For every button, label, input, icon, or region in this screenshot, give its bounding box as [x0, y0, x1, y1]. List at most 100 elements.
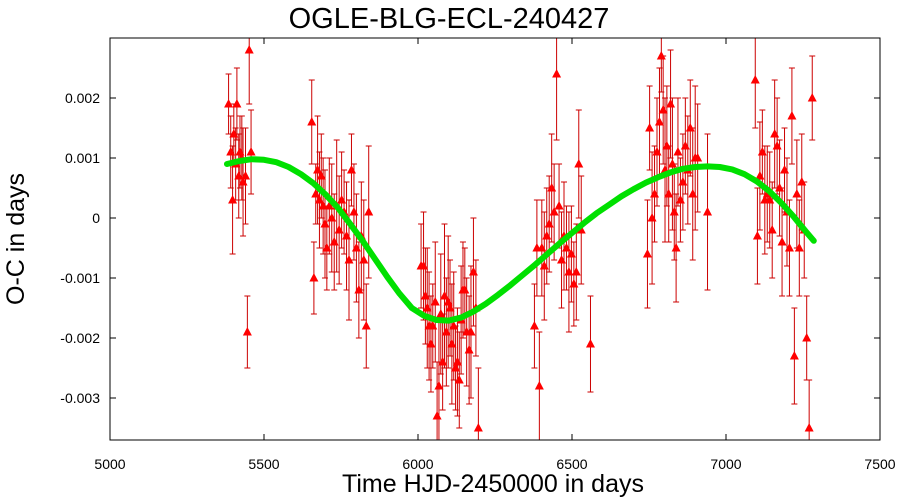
- data-point-marker: [452, 357, 462, 366]
- data-point-marker: [772, 141, 782, 150]
- data-point-marker: [566, 249, 576, 258]
- data-point-marker: [327, 213, 337, 222]
- fit-curve: [224, 156, 817, 324]
- data-point-marker: [344, 255, 354, 264]
- data-point-marker: [642, 249, 652, 258]
- data-point-marker: [235, 147, 245, 156]
- data-point-marker: [318, 201, 328, 210]
- data-point-marker: [228, 195, 238, 204]
- data-point-marker: [671, 243, 681, 252]
- data-point-marker: [576, 225, 586, 234]
- data-point-marker: [539, 261, 549, 270]
- data-point-marker: [420, 291, 430, 300]
- data-point-marker: [775, 183, 785, 192]
- data-point-marker: [658, 105, 668, 114]
- data-point-marker: [752, 231, 762, 240]
- data-point-marker: [797, 177, 807, 186]
- data-point-marker: [445, 303, 455, 312]
- data-point-marker: [342, 231, 352, 240]
- data-point-marker: [313, 165, 323, 174]
- data-point-marker: [780, 165, 790, 174]
- data-point-marker: [422, 303, 432, 312]
- data-point-marker: [419, 261, 429, 270]
- data-point-marker: [460, 285, 470, 294]
- data-point-marker: [351, 243, 361, 252]
- data-point-marker: [662, 141, 672, 150]
- data-point-marker: [246, 147, 256, 156]
- data-point-marker: [241, 171, 251, 180]
- data-point-marker: [428, 321, 438, 330]
- data-point-marker: [680, 141, 690, 150]
- data-point-marker: [529, 321, 539, 330]
- y-tick-label: 0: [92, 210, 100, 226]
- x-axis-label: Time HJD-2450000 in days: [342, 470, 644, 498]
- data-point-marker: [693, 153, 703, 162]
- data-point-marker: [755, 171, 765, 180]
- data-point-marker: [329, 237, 339, 246]
- data-point-marker: [654, 117, 664, 126]
- data-point-marker: [807, 93, 817, 102]
- data-point-marker: [473, 423, 483, 432]
- data-point-marker: [542, 231, 552, 240]
- data-point-marker: [564, 267, 574, 276]
- data-point-marker: [244, 45, 254, 54]
- data-point-marker: [656, 51, 666, 60]
- y-tick-label: -0.003: [60, 390, 100, 406]
- data-point-marker: [666, 99, 676, 108]
- data-point-marker: [454, 375, 464, 384]
- data-point-marker: [585, 339, 595, 348]
- x-tick-label: 5000: [94, 456, 125, 472]
- data-point-marker: [226, 147, 236, 156]
- data-point-marker: [234, 171, 244, 180]
- data-point-marker: [552, 69, 562, 78]
- data-point-marker: [316, 171, 326, 180]
- x-tick-label: 6000: [402, 456, 433, 472]
- data-point-marker: [432, 411, 442, 420]
- data-point-marker: [534, 381, 544, 390]
- data-point-marker: [320, 219, 330, 228]
- y-axis-ticks: -0.003 -0.002 -0.001 0 0.001 0.002: [60, 90, 880, 406]
- data-point-marker: [765, 195, 775, 204]
- data-point-marker: [466, 327, 476, 336]
- plot-area: [224, 38, 817, 440]
- data-point-marker: [675, 195, 685, 204]
- data-point-marker: [537, 243, 547, 252]
- data-point-marker: [337, 195, 347, 204]
- data-point-marker: [802, 333, 812, 342]
- data-point-marker: [324, 201, 334, 210]
- x-tick-label: 5500: [248, 456, 279, 472]
- data-point-marker: [667, 159, 677, 168]
- data-point-marker: [664, 189, 674, 198]
- data-point-marker: [468, 267, 478, 276]
- data-point-marker: [438, 357, 448, 366]
- data-point-marker: [673, 147, 683, 156]
- data-markers: [224, 45, 817, 432]
- data-point-marker: [569, 279, 579, 288]
- data-point-marker: [238, 177, 248, 186]
- x-axis-ticks: 5000 5500 6000 6500 7000 7500: [94, 38, 896, 472]
- y-tick-label: -0.002: [60, 330, 100, 346]
- data-point-marker: [767, 225, 777, 234]
- error-bars: [225, 38, 816, 440]
- data-point-marker: [688, 189, 698, 198]
- data-point-marker: [574, 159, 584, 168]
- data-point-marker: [547, 183, 557, 192]
- data-point-marker: [443, 297, 453, 306]
- data-point-marker: [544, 219, 554, 228]
- data-point-marker: [464, 345, 474, 354]
- data-point-marker: [364, 207, 374, 216]
- data-point-marker: [242, 327, 252, 336]
- data-point-marker: [447, 339, 457, 348]
- data-point-marker: [426, 339, 436, 348]
- data-point-marker: [349, 207, 359, 216]
- data-point-marker: [314, 195, 324, 204]
- data-point-marker: [361, 321, 371, 330]
- data-point-marker: [229, 129, 239, 138]
- chart-title: OGLE-BLG-ECL-240427: [289, 3, 610, 35]
- data-point-marker: [770, 129, 780, 138]
- data-point-marker: [787, 111, 797, 120]
- data-point-marker: [784, 243, 794, 252]
- data-point-marker: [359, 255, 369, 264]
- data-point-marker: [346, 165, 356, 174]
